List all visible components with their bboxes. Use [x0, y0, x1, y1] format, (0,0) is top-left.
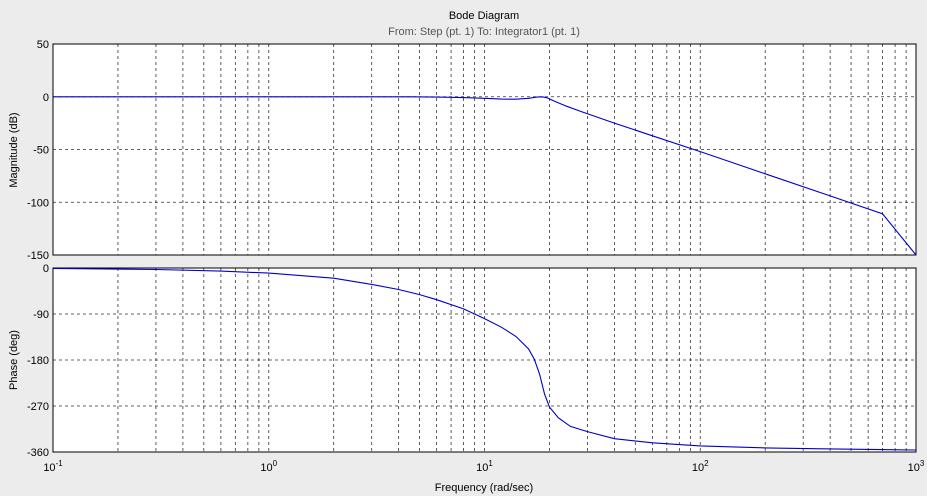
- magnitude-y-tick-label: -50: [33, 145, 49, 157]
- x-tick-label: 10-1: [43, 459, 63, 474]
- phase-y-tick-label: -270: [27, 401, 49, 413]
- x-tick-label: 100: [260, 459, 277, 474]
- x-tick-label: 101: [476, 459, 493, 474]
- x-tick-label: 102: [692, 459, 709, 474]
- chart-title: Bode Diagram: [449, 10, 519, 22]
- magnitude-grid: [53, 44, 916, 255]
- phase-grid: [53, 268, 916, 452]
- phase-ylabel: Phase (deg): [8, 330, 20, 390]
- x-tick-label: 103: [908, 459, 925, 474]
- magnitude-y-ticks: 50 0 -50 -100 -150: [27, 39, 49, 262]
- phase-panel: 0 -90 -180 -270 -360 Phase (deg): [8, 263, 917, 459]
- magnitude-ylabel: Magnitude (dB): [8, 112, 20, 187]
- phase-y-tick-label: 0: [43, 263, 49, 275]
- phase-curve: [52, 267, 917, 451]
- magnitude-curve: [53, 96, 917, 256]
- magnitude-y-tick-label: -150: [27, 250, 49, 262]
- magnitude-y-tick-label: 50: [37, 39, 49, 51]
- x-axis-label: Frequency (rad/sec): [435, 482, 533, 494]
- phase-y-tick-label: -180: [27, 355, 49, 367]
- phase-y-tick-label: -90: [33, 309, 49, 321]
- magnitude-y-tick-label: 0: [43, 92, 49, 104]
- x-ticks: 10-1 100 101 102 103: [43, 459, 925, 474]
- phase-y-tick-label: -360: [27, 447, 49, 459]
- chart-subtitle: From: Step (pt. 1) To: Integrator1 (pt. …: [388, 26, 580, 38]
- phase-y-ticks: 0 -90 -180 -270 -360: [27, 263, 49, 459]
- magnitude-y-tick-label: -100: [27, 197, 49, 209]
- magnitude-panel: 50 0 -50 -100 -150 Magnitude (dB): [8, 39, 917, 262]
